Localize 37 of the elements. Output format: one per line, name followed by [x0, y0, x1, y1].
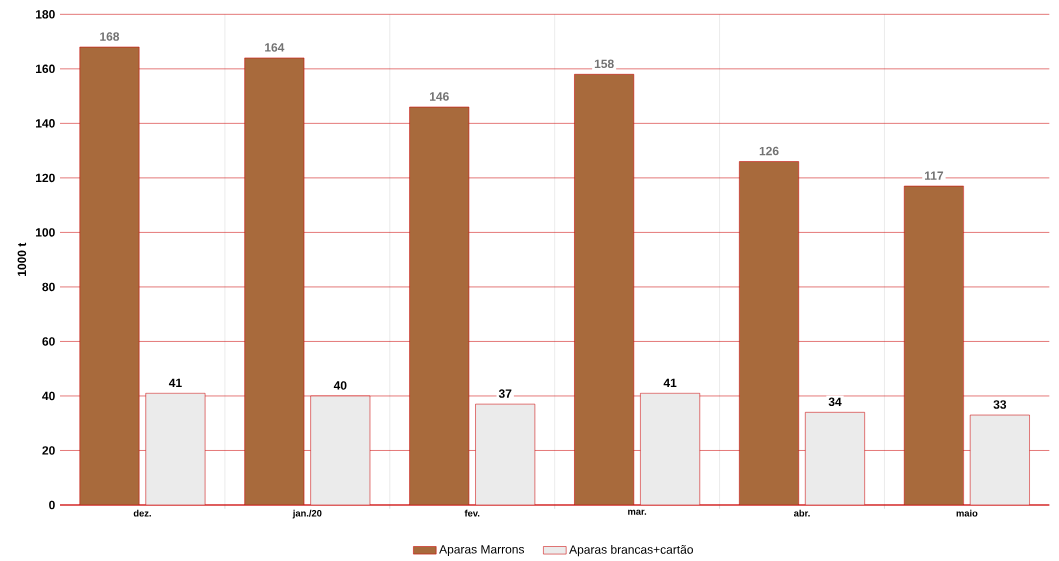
- x-tick-label: fev.: [464, 509, 480, 517]
- data-label: 40: [333, 381, 347, 390]
- data-label: 168: [100, 32, 120, 41]
- x-tick-label: maio: [956, 509, 978, 517]
- legend-label: Aparas Marrons: [439, 545, 525, 556]
- y-tick-label: 100: [36, 228, 55, 237]
- x-tick-label: jan./20: [292, 509, 322, 519]
- y-tick-label: 0: [49, 500, 55, 510]
- bar: [244, 57, 305, 505]
- y-axis-title: 1000 t: [17, 242, 27, 276]
- legend-label: Aparas brancas+cartão: [569, 544, 693, 557]
- x-tick-label: dez.: [133, 509, 151, 517]
- data-label: 33: [993, 400, 1007, 409]
- data-label: 34: [828, 397, 842, 407]
- y-tick-label: 120: [36, 173, 55, 183]
- data-label: 41: [663, 378, 677, 387]
- data-label: 164: [265, 43, 285, 52]
- data-label: 37: [498, 389, 512, 398]
- data-label: 126: [759, 146, 779, 156]
- y-tick-label: 40: [42, 391, 55, 401]
- bar: [409, 106, 470, 505]
- data-label: 41: [168, 378, 182, 387]
- y-tick-label: 20: [42, 446, 55, 455]
- x-tick-label: abr.: [793, 509, 810, 517]
- bar: [903, 185, 964, 505]
- y-tick-label: 160: [36, 64, 55, 74]
- bar: [739, 161, 799, 505]
- data-label: 146: [429, 92, 449, 101]
- y-tick-label: 80: [42, 282, 55, 292]
- y-tick-label: 60: [42, 337, 55, 346]
- y-tick-label: 180: [36, 10, 55, 19]
- bar: [574, 74, 635, 505]
- bar: [79, 46, 140, 505]
- data-label: 117: [924, 171, 944, 180]
- x-tick-label: mar.: [628, 509, 647, 515]
- data-label: 158: [594, 59, 614, 69]
- y-tick-label: 140: [36, 119, 55, 128]
